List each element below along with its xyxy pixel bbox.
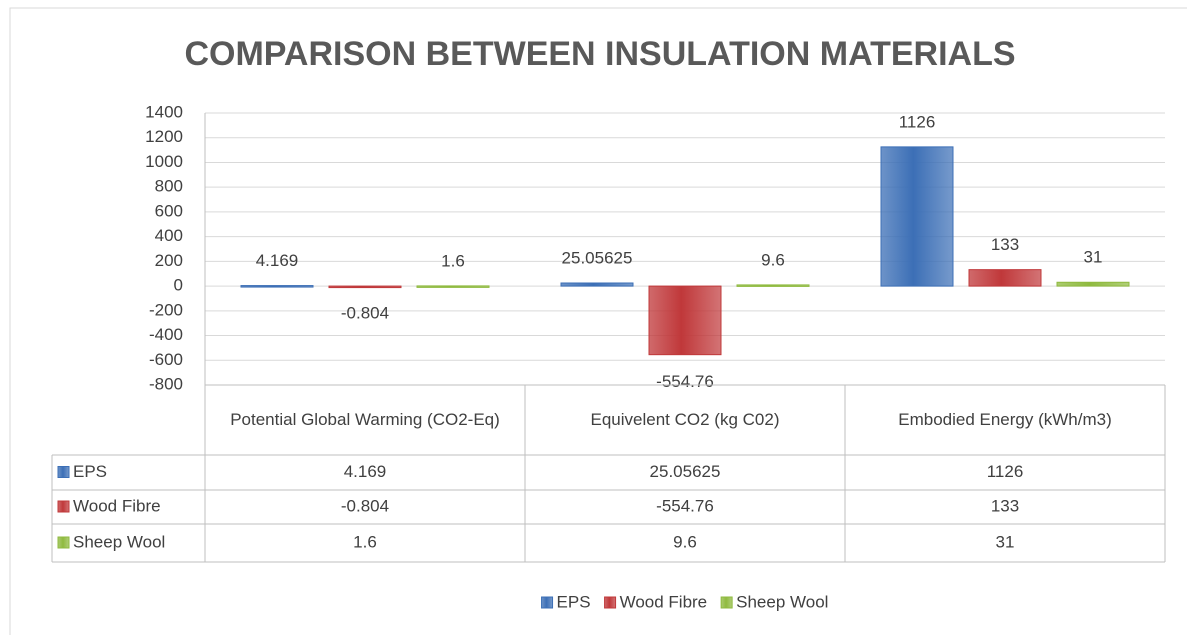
table-header: Equivelent CO2 (kg C02) <box>590 409 780 429</box>
y-tick-label: -400 <box>149 325 183 344</box>
y-tick-label: 0 <box>174 276 183 295</box>
data-label: 31 <box>1084 248 1103 267</box>
table-value: 25.05625 <box>650 462 721 481</box>
data-label: 133 <box>991 235 1019 254</box>
y-tick-label: 1200 <box>145 127 183 146</box>
table-value: 133 <box>991 496 1019 515</box>
bar <box>1056 281 1130 287</box>
legend-label: EPS <box>557 592 591 611</box>
y-tick-label: -800 <box>149 374 183 393</box>
table-value: 9.6 <box>673 532 697 551</box>
category-label: Potential Global Warming (CO2-Eq) <box>230 409 500 429</box>
bar <box>328 285 402 289</box>
bar <box>648 285 722 356</box>
table-value: -0.804 <box>341 496 389 515</box>
row-label: Wood Fibre <box>73 496 161 515</box>
chart-title: COMPARISON BETWEEN INSULATION MATERIALS <box>184 35 1015 73</box>
y-tick-label: 600 <box>155 201 183 220</box>
y-tick-label: 200 <box>155 251 183 270</box>
table-value: 1126 <box>987 462 1024 481</box>
data-label: 4.169 <box>256 251 299 270</box>
category-label: Equivelent CO2 (kg C02) <box>590 409 780 429</box>
y-tick-label: -200 <box>149 300 183 319</box>
bar <box>416 285 490 288</box>
legend-key <box>604 596 617 609</box>
row-label: Sheep Wool <box>73 532 165 551</box>
category-label: Embodied Energy (kWh/m3) <box>898 409 1112 429</box>
data-label: 1126 <box>899 112 936 131</box>
data-label: 1.6 <box>441 251 465 270</box>
data-label: 9.6 <box>761 250 785 269</box>
bar <box>880 146 954 287</box>
table-value: -554.76 <box>656 496 714 515</box>
data-label: 25.05625 <box>562 248 633 267</box>
bar <box>560 282 634 287</box>
legend-label: Sheep Wool <box>736 592 828 611</box>
y-tick-label: 1400 <box>145 102 183 121</box>
y-tick-label: 1000 <box>145 152 183 171</box>
legend-key <box>541 596 554 609</box>
legend-key <box>57 536 70 549</box>
legend-key <box>720 596 733 609</box>
legend-key <box>57 500 70 513</box>
table-header: Embodied Energy (kWh/m3) <box>898 409 1112 429</box>
y-tick-label: 400 <box>155 226 183 245</box>
table-header: Potential Global Warming (CO2-Eq) <box>230 409 500 429</box>
row-label: EPS <box>73 462 107 481</box>
bar <box>736 284 810 287</box>
legend-key <box>57 466 70 478</box>
table-value: 31 <box>996 532 1015 551</box>
data-label: -0.804 <box>341 304 389 323</box>
y-tick-label: -600 <box>149 350 183 369</box>
table-value: 1.6 <box>353 532 377 551</box>
table-value: 4.169 <box>344 462 387 481</box>
legend-label: Wood Fibre <box>620 592 708 611</box>
bar <box>240 285 314 288</box>
y-tick-label: 800 <box>155 177 183 196</box>
bar <box>968 269 1042 287</box>
data-label: -554.76 <box>656 372 714 391</box>
legend: EPS Wood Fibre Sheep Wool <box>541 592 828 611</box>
